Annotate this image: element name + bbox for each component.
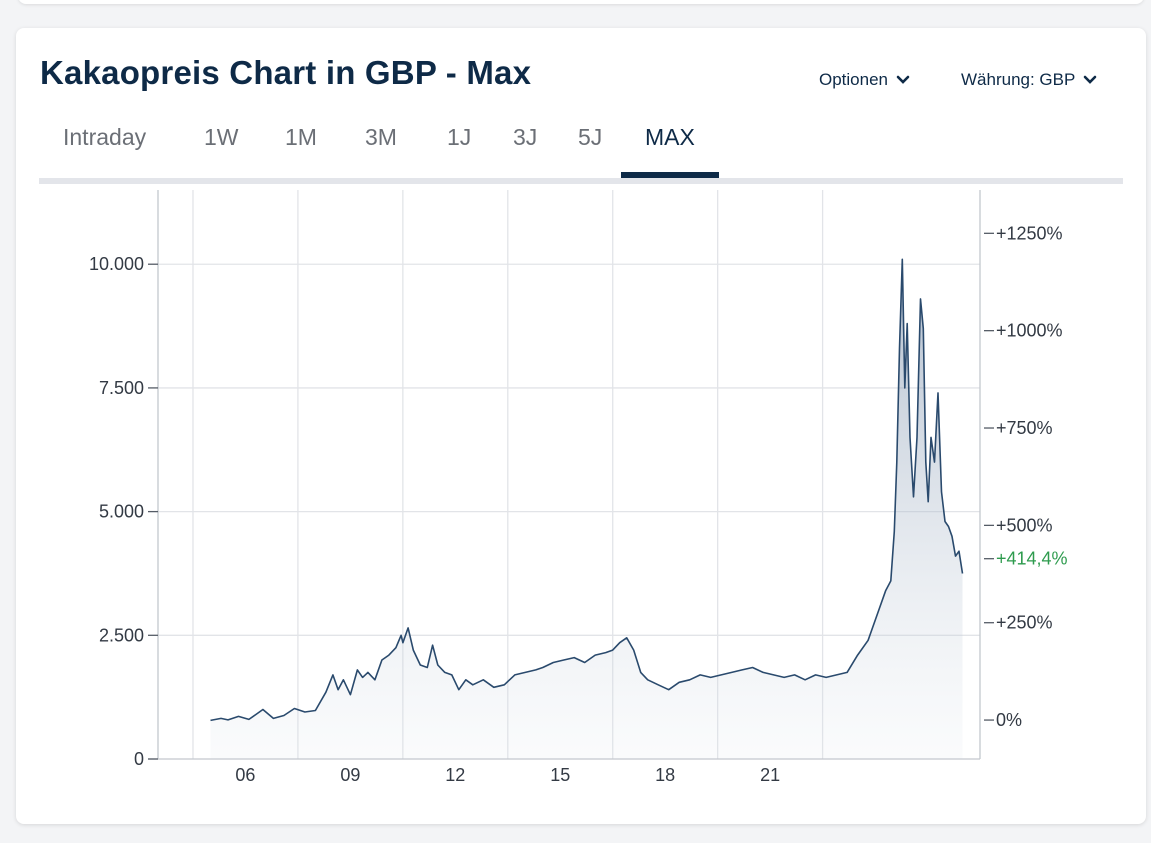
right-tick-label: +500%	[996, 515, 1053, 535]
y-tick-label: 5.000	[99, 502, 144, 522]
tab-max[interactable]: MAX	[645, 124, 695, 150]
x-tick-label: 21	[760, 765, 780, 785]
x-tick-label: 06	[235, 765, 255, 785]
page-title: Kakaopreis Chart in GBP - Max	[40, 54, 532, 91]
y-tick-label: 2.500	[99, 625, 144, 645]
chevron-down-icon	[896, 75, 910, 84]
price-area	[210, 259, 963, 759]
tab-intraday[interactable]: Intraday	[63, 124, 147, 150]
y-tick-label: 10.000	[89, 254, 144, 274]
x-tick-label: 12	[445, 765, 465, 785]
right-tick-label: +1250%	[996, 223, 1063, 243]
tab-1m[interactable]: 1M	[285, 124, 317, 150]
current-change-label: +414,4%	[996, 549, 1068, 569]
y-tick-label: 7.500	[99, 378, 144, 398]
tab-3m[interactable]: 3M	[365, 124, 397, 150]
tab-1w[interactable]: 1W	[204, 124, 239, 150]
tab-1j[interactable]: 1J	[447, 124, 472, 150]
chevron-down-icon	[1084, 75, 1097, 84]
currency-dropdown[interactable]: Währung: GBP	[961, 70, 1097, 90]
active-tab-indicator	[621, 172, 719, 178]
options-label: Optionen	[819, 70, 888, 89]
timeframe-tabs: Intraday 1W 1M 3M 1J 3J 5J MAX	[39, 112, 1123, 184]
right-tick-label: 0%	[996, 710, 1022, 730]
options-dropdown[interactable]: Optionen	[819, 70, 910, 90]
price-line	[210, 258, 964, 722]
right-tick-label: +250%	[996, 613, 1053, 633]
previous-card	[18, 0, 1144, 4]
x-tick-label: 18	[655, 765, 675, 785]
x-tick-label: 15	[550, 765, 570, 785]
tab-5j[interactable]: 5J	[578, 124, 603, 150]
tab-3j[interactable]: 3J	[513, 124, 538, 150]
y-tick-label: 0	[134, 749, 144, 769]
currency-label: Währung: GBP	[961, 70, 1076, 89]
right-tick-label: +750%	[996, 418, 1053, 438]
x-tick-label: 09	[340, 765, 360, 785]
right-tick-label: +1000%	[996, 321, 1063, 341]
